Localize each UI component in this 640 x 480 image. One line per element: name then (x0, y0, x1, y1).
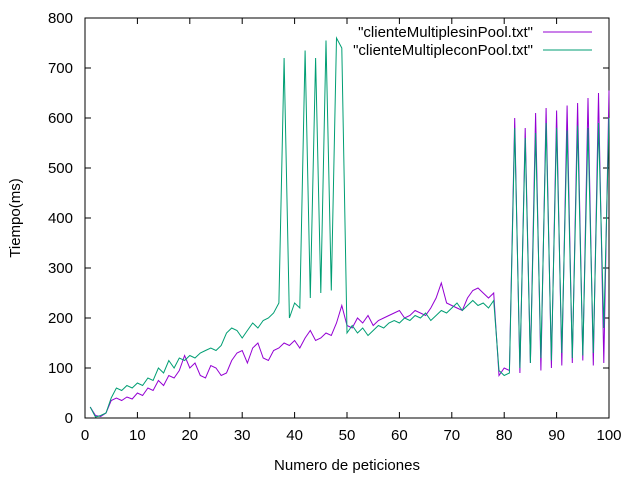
y-tick-label: 500 (48, 160, 73, 177)
x-axis-title: Numero de peticiones (274, 457, 420, 474)
legend-label-2: "clienteMultipleconPool.txt" (353, 42, 533, 59)
y-tick-label: 100 (48, 360, 73, 377)
x-tick-label: 40 (286, 427, 303, 444)
x-tick-label: 90 (548, 427, 565, 444)
x-tick-label: 60 (391, 427, 408, 444)
legend-label-1: "clienteMultiplesinPool.txt" (358, 24, 533, 41)
y-tick-label: 200 (48, 310, 73, 327)
y-tick-label: 700 (48, 60, 73, 77)
series-line-1 (89, 90, 610, 418)
y-tick-label: 600 (48, 110, 73, 127)
y-tick-label: 300 (48, 260, 73, 277)
series-line-2 (89, 36, 610, 418)
x-tick-label: 20 (181, 427, 198, 444)
y-tick-label: 400 (48, 210, 73, 227)
x-tick-label: 100 (596, 427, 621, 444)
x-tick-label: 70 (443, 427, 460, 444)
x-tick-label: 10 (129, 427, 146, 444)
y-axis-title: Tiempo(ms) (7, 178, 24, 257)
y-tick-label: 800 (48, 10, 73, 27)
x-tick-label: 80 (496, 427, 513, 444)
x-tick-label: 0 (81, 427, 89, 444)
x-tick-label: 30 (234, 427, 251, 444)
y-tick-label: 0 (65, 410, 73, 427)
x-tick-label: 50 (339, 427, 356, 444)
